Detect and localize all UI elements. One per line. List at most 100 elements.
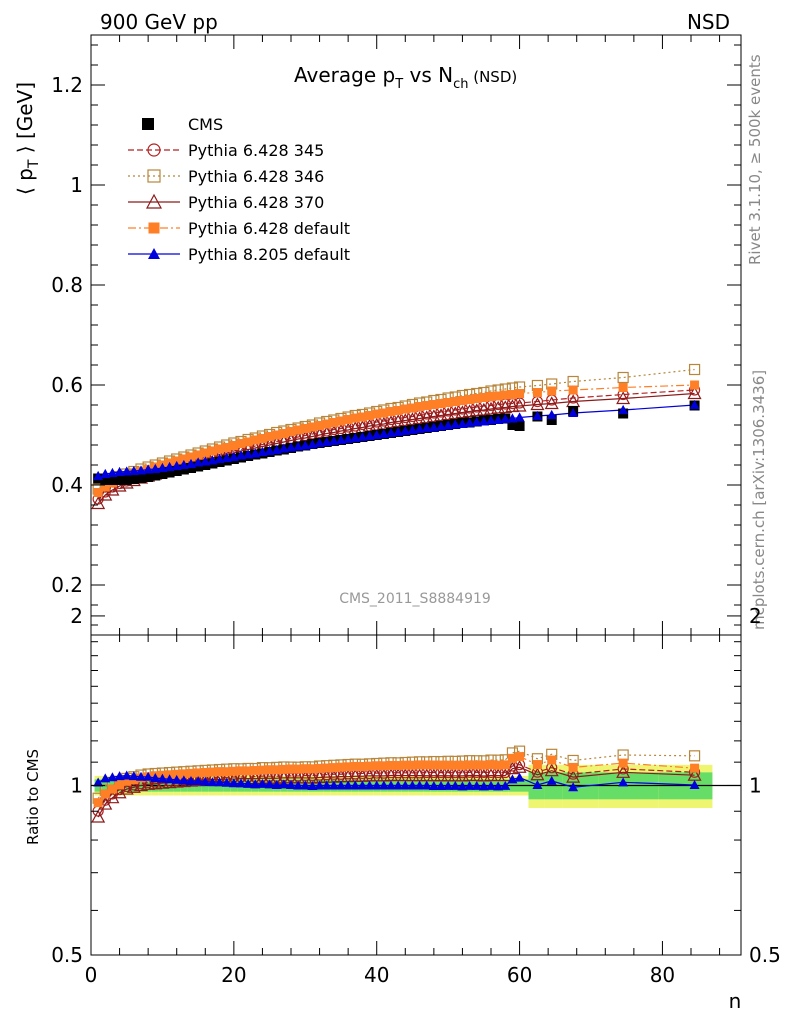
ratio-point-pythia-8-205-default [236, 778, 246, 788]
point-pythia-6-428-default [279, 429, 289, 438]
ratio-point-pythia-8-205-default [386, 780, 396, 790]
ratio-point-pythia-6-428-default [115, 780, 125, 790]
point-pythia-6-428-default [365, 411, 375, 420]
ratio-point-pythia-8-205-default [128, 771, 139, 781]
point-pythia-8-205-default-top [500, 414, 511, 423]
ratio-point-pythia-8-205-default [328, 780, 339, 790]
ratio-point-pythia-6-428-370 [469, 768, 484, 782]
ratio-point-pythia-8-205-default [178, 775, 189, 785]
title-tail: (NSD) [468, 68, 517, 86]
ratio-point-pythia-6-428-default [365, 761, 375, 771]
legend-entry-cms: CMS [142, 115, 223, 134]
ratio-point-pythia-8-205-default [100, 773, 111, 783]
point-pythia-6-428-370 [512, 398, 527, 412]
point-cms [143, 472, 154, 482]
ratio-point-pythia-6-428-370 [191, 773, 206, 787]
ratio-point-pythia-8-205-default [364, 780, 375, 790]
point-pythia-8-205-default-top [486, 415, 496, 425]
point-cms [136, 473, 146, 483]
point-pythia-6-428-default [243, 437, 253, 447]
point-cms [157, 469, 168, 479]
ratio-point-pythia-6-428-370 [512, 760, 527, 773]
point-pythia-8-205-default-top [107, 468, 118, 477]
title-mid: vs N [403, 63, 453, 87]
ratio-point-pythia-6-428-default [515, 752, 525, 762]
point-pythia-8-205-default-top [350, 433, 361, 442]
ratio-point-pythia-8-205-default [93, 777, 104, 787]
point-pythia-8-205-default-top [443, 420, 454, 430]
ratio-point-pythia-8-205-default [414, 780, 425, 790]
ratio-point-pythia-6-428-default [415, 760, 425, 770]
ratio-point-pythia-8-205-default [207, 777, 218, 787]
ratio-point-pythia-6-428-default [507, 753, 517, 763]
ratio-point-pythia-8-205-default [532, 780, 543, 790]
ratio-point-pythia-8-205-default [300, 780, 311, 790]
point-pythia-6-428-default [457, 396, 467, 405]
ratio-point-pythia-6-428-370 [476, 768, 491, 782]
point-pythia-6-428-default [229, 441, 239, 450]
point-pythia-6-428-default [257, 434, 267, 443]
point-pythia-6-428-default [350, 413, 360, 423]
ratio-point-pythia-8-205-default [428, 780, 439, 790]
point-pythia-6-428-default [465, 395, 475, 404]
ratio-point-pythia-6-428-default [350, 761, 360, 771]
point-pythia-6-428-default [293, 425, 303, 435]
y-tick-label: 1 [70, 173, 83, 197]
ratio-point-pythia-8-205-default [143, 771, 154, 781]
legend-marker [147, 143, 161, 157]
point-pythia-8-205-default-top [450, 419, 461, 429]
ratio-point-pythia-6-428-370 [483, 768, 499, 782]
ratio-point-pythia-6-428-default [329, 763, 339, 773]
point-pythia-6-428-default [372, 409, 382, 419]
point-pythia-6-428-default [207, 446, 217, 456]
point-pythia-8-205-default-top [428, 422, 439, 432]
point-pythia-6-428-default [429, 400, 439, 409]
point-pythia-8-205-default-top [136, 465, 146, 475]
point-pythia-6-428-default [532, 388, 542, 397]
ratio-y-tick-label: 1 [70, 773, 83, 797]
point-pythia-8-205-default-top [328, 436, 339, 445]
ratio-point-pythia-6-428-default [493, 760, 503, 770]
legend-label: Pythia 6.428 default [188, 219, 350, 238]
ratio-point-pythia-6-428-default [386, 760, 396, 770]
y-axis-label-main: ⟨ p [13, 168, 37, 195]
ratio-point-pythia-6-428-default [357, 761, 367, 771]
ratio-point-pythia-6-428-default [479, 760, 489, 770]
ratio-point-pythia-6-428-default [457, 760, 467, 770]
title-main: Average p [294, 63, 395, 87]
ratio-point-pythia-6-428-default [236, 766, 246, 776]
legend-entry-pythia-6-428-345: Pythia 6.428 345 [128, 141, 324, 160]
legend-entry-pythia-6-428-370: Pythia 6.428 370 [128, 193, 324, 212]
point-pythia-6-428-346 [617, 371, 629, 384]
point-pythia-6-428-default [329, 418, 339, 427]
point-pythia-8-205-default-top [546, 410, 557, 419]
ratio-point-pythia-8-205-default [257, 778, 268, 788]
legend-entry-pythia-6-428-346: Pythia 6.428 346 [128, 167, 324, 186]
point-pythia-6-428-default [450, 397, 460, 406]
mcplots-label: mcplots.cern.ch [arXiv:1306.3436] [750, 370, 768, 630]
ratio-point-pythia-8-205-default [393, 780, 404, 790]
ratio-point-pythia-8-205-default [150, 772, 161, 782]
ratio-point-pythia-8-205-default [514, 772, 525, 782]
point-pythia-6-428-default [547, 386, 557, 396]
ratio-point-pythia-6-428-default [450, 760, 460, 770]
legend-marker [148, 222, 160, 234]
point-pythia-6-428-default [343, 415, 353, 424]
point-pythia-8-205-default-top [493, 415, 504, 424]
ratio-point-pythia-6-428-default [229, 766, 239, 776]
ratio-point-pythia-6-428-default [532, 760, 542, 770]
point-pythia-6-428-default [515, 389, 525, 398]
legend-label: Pythia 6.428 345 [188, 141, 324, 160]
x-tick-label: 20 [221, 963, 246, 987]
ratio-point-pythia-6-428-default [500, 760, 510, 770]
point-pythia-6-428-default [236, 439, 246, 448]
point-pythia-8-205-default-top [386, 428, 396, 437]
point-cms [100, 475, 111, 485]
point-cms [121, 475, 132, 485]
point-pythia-8-205-default-top [271, 445, 282, 454]
point-pythia-6-428-default [386, 407, 396, 416]
ratio-point-pythia-8-205-default [618, 777, 629, 787]
series-layer [91, 363, 702, 510]
ratio-point-pythia-6-428-default [307, 764, 317, 774]
